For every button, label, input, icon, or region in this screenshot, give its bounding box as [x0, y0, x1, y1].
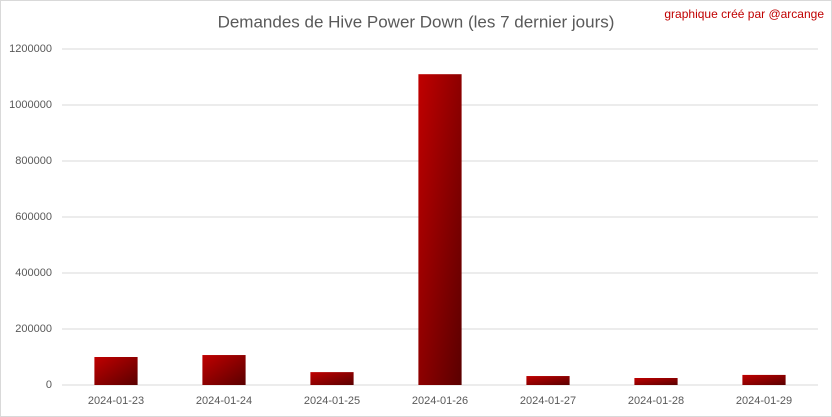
y-tick-label: 400000	[15, 267, 52, 279]
y-tick-label: 1000000	[9, 99, 52, 111]
bar	[526, 376, 570, 385]
bar	[310, 372, 354, 385]
y-tick-label: 200000	[15, 323, 52, 335]
y-tick-label: 0	[46, 379, 52, 391]
bar	[634, 378, 678, 385]
bar	[202, 355, 246, 385]
x-tick-label: 2024-01-23	[88, 395, 144, 407]
x-tick-label: 2024-01-24	[196, 395, 252, 407]
y-tick-label: 800000	[15, 155, 52, 167]
x-tick-label: 2024-01-26	[412, 395, 468, 407]
bar	[94, 357, 138, 385]
y-tick-label: 600000	[15, 211, 52, 223]
annotation: graphique créé par @arcange	[664, 7, 824, 21]
x-tick-label: 2024-01-27	[520, 395, 576, 407]
x-tick-label: 2024-01-29	[736, 395, 792, 407]
bar	[418, 74, 462, 385]
bar	[742, 374, 786, 385]
chart-title: Demandes de Hive Power Down (les 7 derni…	[218, 12, 615, 31]
x-tick-label: 2024-01-28	[628, 395, 684, 407]
x-tick-label: 2024-01-25	[304, 395, 360, 407]
y-tick-label: 1200000	[9, 43, 52, 55]
